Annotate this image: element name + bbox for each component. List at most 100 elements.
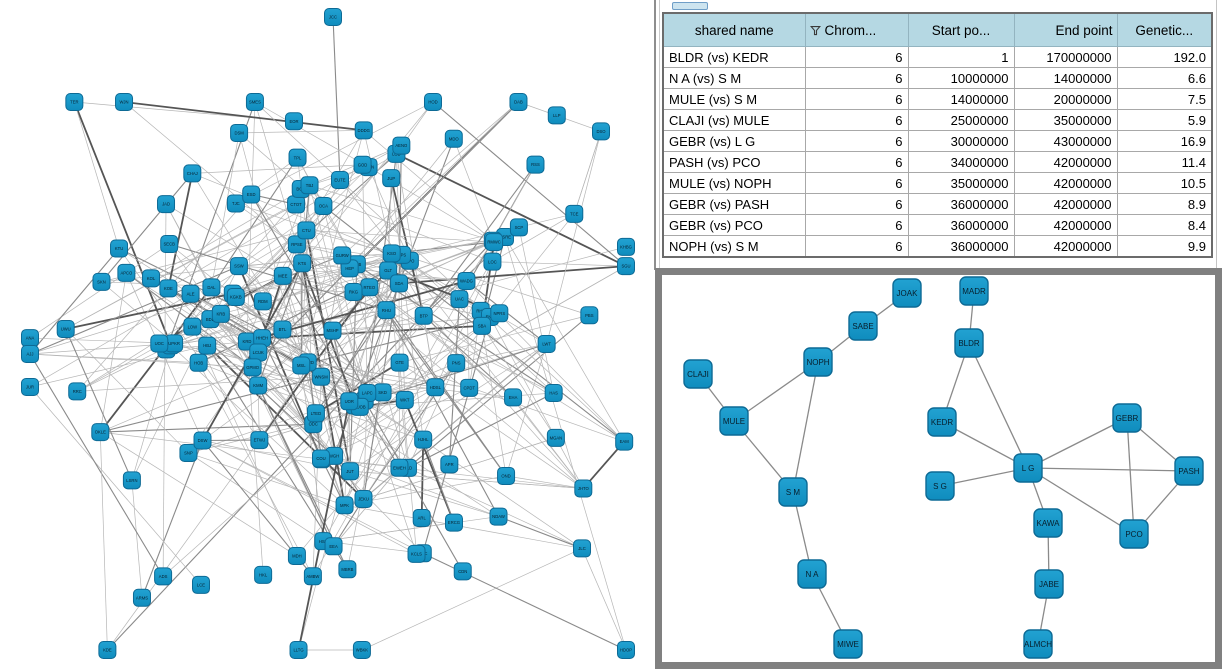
network-node[interactable]: [490, 304, 509, 323]
network-node[interactable]: [193, 431, 212, 450]
table-cell[interactable]: MULE (vs) S M: [662, 88, 806, 110]
network-edge[interactable]: [232, 254, 403, 294]
network-edge[interactable]: [65, 204, 297, 330]
network-edge[interactable]: [323, 522, 455, 542]
network-edge[interactable]: [321, 387, 470, 460]
network-edge[interactable]: [297, 401, 351, 651]
network-edge[interactable]: [131, 265, 240, 481]
network-edge[interactable]: [504, 236, 627, 651]
network-edge[interactable]: [968, 342, 1029, 469]
network-node[interactable]: [243, 358, 262, 377]
network-edge[interactable]: [207, 345, 355, 406]
network-edge[interactable]: [101, 230, 307, 283]
network-edge[interactable]: [349, 213, 575, 269]
network-node[interactable]: [447, 354, 466, 373]
network-node[interactable]: [183, 317, 202, 336]
network-node[interactable]: [287, 546, 306, 565]
network-node[interactable]: [547, 106, 566, 125]
network-node[interactable]: [189, 353, 208, 372]
network-node[interactable]: [450, 290, 469, 309]
table-cell[interactable]: 16.9: [1116, 130, 1213, 152]
network-edge[interactable]: [73, 101, 172, 346]
table-cell[interactable]: N A (vs) S M: [662, 67, 806, 89]
network-node[interactable]: [324, 8, 342, 26]
network-edge[interactable]: [211, 132, 240, 288]
network-node[interactable]: [833, 629, 863, 659]
network-node[interactable]: [1013, 453, 1043, 483]
table-row[interactable]: CLAJI (vs) MULE 6 25000000 35000000 5.9: [662, 109, 1213, 131]
network-edge[interactable]: [298, 400, 366, 651]
network-node[interactable]: [226, 194, 245, 213]
network-edge[interactable]: [131, 480, 143, 598]
network-edge[interactable]: [321, 376, 514, 398]
network-node[interactable]: [382, 244, 401, 263]
network-edge[interactable]: [162, 204, 167, 577]
table-cell[interactable]: 25000000: [907, 109, 1015, 131]
table-cell[interactable]: GEBR (vs) PCO: [662, 214, 806, 236]
network-edge[interactable]: [29, 248, 120, 355]
network-edge[interactable]: [407, 392, 554, 469]
network-edge[interactable]: [361, 548, 583, 651]
network-node[interactable]: [617, 257, 635, 276]
table-cell[interactable]: 14000000: [907, 88, 1015, 110]
network-edge[interactable]: [401, 254, 590, 316]
network-edge[interactable]: [309, 184, 493, 242]
network-edge[interactable]: [192, 326, 400, 469]
network-node[interactable]: [395, 390, 414, 409]
network-node[interactable]: [198, 336, 217, 355]
network-node[interactable]: [21, 377, 39, 396]
table-cell[interactable]: 20000000: [1013, 88, 1118, 110]
network-edge[interactable]: [257, 385, 335, 547]
network-edge[interactable]: [581, 548, 627, 651]
network-node[interactable]: [473, 316, 492, 335]
network-edge[interactable]: [506, 475, 584, 489]
table-cell[interactable]: 36000000: [907, 193, 1015, 215]
network-node[interactable]: [927, 407, 957, 437]
network-node[interactable]: [92, 272, 111, 291]
network-node[interactable]: [354, 490, 373, 509]
table-row[interactable]: GEBR (vs) PCO 6 36000000 42000000 8.4: [662, 214, 1213, 236]
network-edge[interactable]: [206, 344, 365, 500]
network-edge[interactable]: [99, 432, 108, 651]
network-node[interactable]: [485, 233, 504, 252]
table-cell[interactable]: 6: [804, 214, 909, 236]
network-node[interactable]: [250, 431, 269, 450]
network-node[interactable]: [242, 185, 261, 204]
network-edge[interactable]: [453, 138, 494, 241]
network-edge[interactable]: [407, 362, 457, 468]
network-edge[interactable]: [349, 470, 499, 517]
network-edge[interactable]: [422, 552, 627, 651]
network-node[interactable]: [341, 462, 360, 481]
network-edge[interactable]: [258, 101, 519, 353]
network-node[interactable]: [340, 392, 359, 411]
table-cell[interactable]: 5.9: [1116, 109, 1213, 131]
network-edge[interactable]: [332, 316, 491, 331]
table-cell[interactable]: 14000000: [1013, 67, 1118, 89]
table-cell[interactable]: 8.9: [1116, 193, 1213, 215]
table-cell[interactable]: 6: [804, 130, 909, 152]
network-node[interactable]: [719, 406, 749, 436]
network-edge[interactable]: [320, 255, 343, 377]
table-cell[interactable]: GEBR (vs) PASH: [662, 193, 806, 215]
network-edge[interactable]: [481, 325, 507, 476]
network-node[interactable]: [497, 466, 516, 485]
network-node[interactable]: [460, 378, 479, 397]
network-node[interactable]: [526, 155, 545, 174]
network-edge[interactable]: [65, 328, 133, 481]
network-edge[interactable]: [456, 343, 547, 364]
network-edge[interactable]: [341, 254, 554, 394]
table-cell[interactable]: MULE (vs) NOPH: [662, 172, 806, 194]
table-cell[interactable]: GEBR (vs) L G: [662, 130, 806, 152]
table-cell[interactable]: 34000000: [907, 151, 1015, 173]
network-node[interactable]: [925, 471, 955, 501]
network-edge[interactable]: [399, 467, 584, 489]
network-edge[interactable]: [77, 376, 322, 392]
network-edge[interactable]: [390, 178, 424, 440]
network-node[interactable]: [352, 641, 371, 659]
network-edge[interactable]: [422, 316, 491, 554]
network-node[interactable]: [580, 306, 599, 325]
network-node[interactable]: [390, 353, 409, 372]
network-edge[interactable]: [99, 286, 213, 433]
table-cell[interactable]: 42000000: [1013, 172, 1118, 194]
network-node[interactable]: [21, 345, 39, 364]
